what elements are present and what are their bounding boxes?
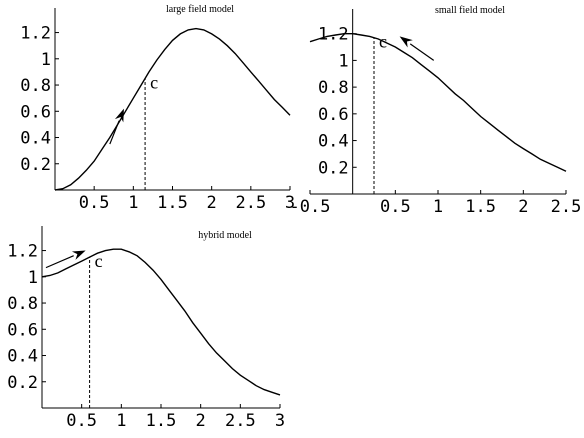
small-title: small field model bbox=[435, 5, 505, 16]
hybrid-x-tick-label: 2 bbox=[196, 411, 206, 431]
small-potential-curve bbox=[309, 33, 567, 172]
large-arrow-shaft bbox=[109, 120, 120, 145]
small-marker-label: c bbox=[379, 32, 387, 52]
large-title: large field model bbox=[166, 4, 234, 15]
large-y-tick-label: 1.2 bbox=[20, 24, 51, 44]
hybrid-marker-label: c bbox=[95, 251, 103, 271]
small-y-tick-label: 0.2 bbox=[318, 158, 349, 178]
small-y-tick-label: 0.6 bbox=[318, 105, 349, 125]
large-marker-label: c bbox=[150, 72, 158, 92]
hybrid-x-tick-label: 2.5 bbox=[225, 411, 256, 431]
hybrid-y-tick-label: 0.6 bbox=[7, 320, 38, 340]
large-x-tick-label: 1.5 bbox=[157, 193, 188, 213]
small-x-tick-label: 0.5 bbox=[380, 197, 411, 217]
small-arrow-shaft bbox=[409, 43, 435, 61]
large-y-tick-label: 0.4 bbox=[20, 129, 51, 149]
large-y-tick-label: 0.2 bbox=[20, 155, 51, 175]
hybrid-potential-curve bbox=[41, 248, 281, 396]
hybrid-x-tick-label: 1.5 bbox=[146, 411, 177, 431]
large-x-tick-label: 0.5 bbox=[79, 193, 110, 213]
large-field-panel: large field model 0.5 1 1.5 2 2.5 3 0.2 0.4 0.6 0.… bbox=[20, 4, 295, 213]
small-field-panel: small field model -0.5 0.5 1 1.5 2 2.5 0.2 0.4 0.… bbox=[290, 5, 582, 217]
hybrid-arrow-shaft bbox=[45, 255, 74, 269]
large-x-tick-label: 2 bbox=[207, 193, 217, 213]
small-x-tick-label: 1.5 bbox=[465, 197, 496, 217]
hybrid-title: hybrid model bbox=[198, 230, 252, 241]
large-arrow-head bbox=[114, 108, 124, 123]
hybrid-y-tick-label: 1 bbox=[28, 268, 38, 288]
hybrid-y-tick-label: 0.2 bbox=[7, 373, 38, 393]
hybrid-x-tick-label: 1 bbox=[116, 411, 126, 431]
large-x-tick-label: 3 bbox=[285, 193, 295, 213]
large-x-tick-label: 2.5 bbox=[235, 193, 266, 213]
small-x-tick-label: 1 bbox=[433, 197, 443, 217]
hybrid-panel: hybrid model 0.5 1 1.5 2 2.5 3 0.2 0.4 0.6 0.8 1 1.2… bbox=[7, 226, 285, 431]
hybrid-x-tick-label: 0.5 bbox=[66, 411, 97, 431]
small-y-tick-label: 0.8 bbox=[318, 78, 349, 98]
hybrid-arrow-head bbox=[71, 250, 86, 260]
large-y-tick-label: 1 bbox=[41, 50, 51, 70]
large-y-tick-label: 0.6 bbox=[20, 102, 51, 122]
hybrid-y-tick-label: 1.2 bbox=[7, 242, 38, 262]
hybrid-y-tick-label: 0.8 bbox=[7, 294, 38, 314]
large-x-tick-label: 1 bbox=[128, 193, 138, 213]
small-y-tick-label: 1 bbox=[338, 51, 348, 71]
small-arrow-head bbox=[399, 36, 413, 48]
small-x-tick-label: -0.5 bbox=[290, 197, 331, 217]
small-x-tick-label: 2 bbox=[518, 197, 528, 217]
large-y-tick-label: 0.8 bbox=[20, 76, 51, 96]
small-y-tick-label: 0.4 bbox=[318, 132, 349, 152]
large-potential-curve bbox=[54, 27, 291, 191]
small-x-tick-label: 2.5 bbox=[551, 197, 582, 217]
hybrid-x-tick-label: 3 bbox=[275, 411, 285, 431]
hybrid-y-tick-label: 0.4 bbox=[7, 347, 38, 367]
